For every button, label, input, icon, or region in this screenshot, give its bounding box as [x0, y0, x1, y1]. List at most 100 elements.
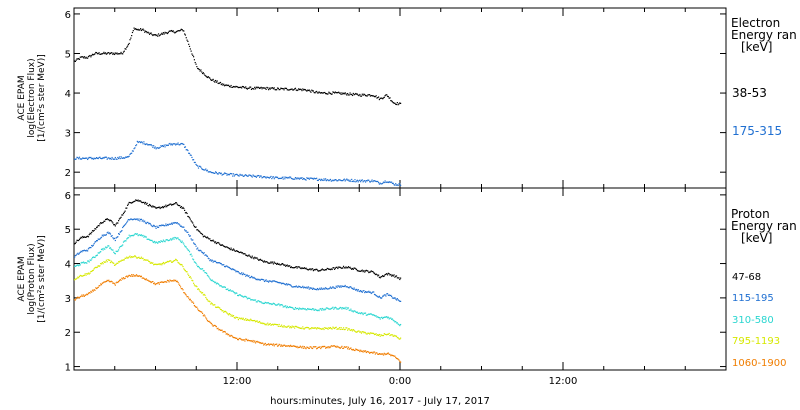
data-point	[240, 338, 242, 340]
data-point	[197, 67, 199, 70]
data-point	[212, 304, 214, 306]
data-point	[212, 172, 214, 174]
data-point	[206, 76, 209, 79]
data-point	[126, 276, 129, 278]
data-point	[290, 327, 292, 329]
data-point	[175, 31, 177, 33]
data-point	[82, 262, 84, 264]
data-point	[283, 89, 285, 91]
data-point	[74, 60, 76, 62]
data-point	[352, 180, 354, 182]
data-point	[321, 288, 323, 290]
data-point	[104, 52, 107, 54]
data-point	[166, 239, 169, 241]
data-point	[386, 181, 389, 183]
data-point	[219, 329, 222, 331]
data-point	[333, 91, 335, 93]
data-point	[344, 267, 346, 269]
data-point	[104, 248, 106, 250]
legend-title-line: Proton	[731, 207, 770, 221]
data-point	[355, 268, 358, 271]
data-point	[270, 261, 272, 263]
data-point	[157, 147, 159, 149]
data-point	[373, 351, 376, 353]
data-point	[264, 261, 266, 263]
data-point	[354, 310, 356, 312]
data-point	[320, 179, 322, 182]
data-point	[366, 291, 368, 293]
data-point	[347, 307, 349, 309]
data-point	[174, 143, 176, 145]
y-tick-label: 6	[65, 10, 71, 21]
data-point	[287, 265, 289, 268]
data-point	[387, 333, 389, 335]
data-point	[360, 289, 362, 292]
data-point	[228, 289, 231, 292]
data-point	[174, 221, 176, 224]
data-point	[327, 328, 329, 330]
data-point	[181, 264, 183, 266]
data-point	[312, 308, 314, 310]
data-point	[388, 353, 390, 355]
data-point	[347, 328, 350, 330]
data-point	[312, 287, 314, 289]
data-point	[338, 92, 341, 94]
data-point	[158, 283, 160, 285]
data-point	[74, 279, 76, 281]
data-point	[153, 225, 156, 227]
data-point	[76, 58, 78, 60]
data-point	[144, 258, 146, 261]
data-point	[82, 235, 84, 238]
data-point	[91, 53, 94, 55]
data-point	[130, 234, 132, 237]
data-point	[309, 346, 311, 348]
data-point	[329, 287, 331, 289]
data-point	[259, 301, 262, 303]
data-point	[345, 286, 347, 288]
data-point	[371, 292, 373, 294]
data-point	[238, 272, 240, 274]
data-point	[154, 263, 156, 265]
data-point	[116, 281, 118, 283]
data-point	[112, 262, 114, 264]
data-point	[324, 327, 326, 329]
data-point	[282, 263, 284, 265]
data-point	[232, 336, 235, 339]
data-point	[366, 350, 368, 353]
data-point	[126, 156, 129, 158]
data-point	[187, 149, 189, 152]
data-point	[217, 306, 219, 308]
data-point	[118, 261, 120, 263]
data-point	[149, 239, 151, 241]
data-point	[349, 286, 351, 288]
data-point	[309, 327, 311, 330]
data-point	[191, 53, 193, 55]
data-point	[134, 147, 136, 149]
data-point	[186, 39, 188, 41]
data-point	[255, 176, 257, 178]
data-point	[198, 250, 200, 252]
data-point	[298, 266, 300, 268]
data-point	[386, 274, 389, 276]
data-point	[82, 261, 85, 263]
plot-frame	[73, 7, 727, 189]
data-point	[289, 266, 292, 269]
data-point	[145, 259, 147, 261]
data-point	[311, 89, 313, 91]
data-point	[306, 326, 308, 328]
data-point	[313, 91, 315, 94]
data-point	[365, 95, 367, 97]
data-point	[239, 337, 241, 340]
data-point	[90, 259, 92, 262]
data-point	[224, 266, 226, 268]
data-point	[191, 301, 193, 303]
data-point	[280, 282, 282, 284]
data-point	[275, 262, 277, 265]
data-point	[84, 236, 86, 238]
data-point	[354, 288, 356, 291]
data-point	[249, 340, 251, 342]
data-point	[352, 329, 354, 331]
data-point	[246, 340, 248, 342]
data-point	[156, 147, 158, 149]
